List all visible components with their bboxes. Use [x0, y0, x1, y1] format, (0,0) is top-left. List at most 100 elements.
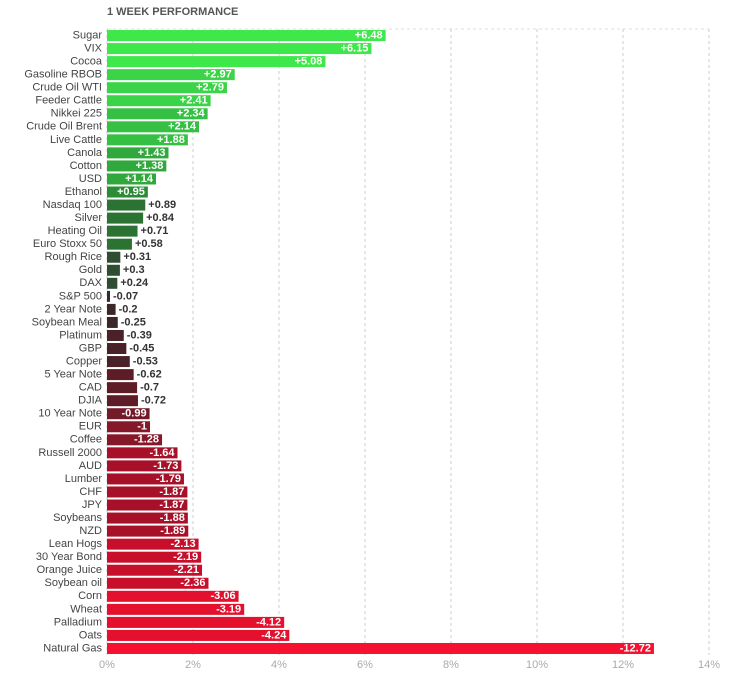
bar: [107, 603, 245, 615]
value-label: -0.53: [133, 355, 158, 367]
bar: [107, 238, 132, 250]
bar: [107, 160, 167, 172]
x-tick-label: 10%: [526, 659, 548, 671]
y-tick-label: VIX: [84, 42, 102, 54]
bar: [107, 434, 163, 446]
value-label: +2.41: [180, 95, 208, 107]
bar: [107, 421, 150, 433]
y-tick-label: Sugar: [73, 29, 103, 41]
value-label: -2.21: [174, 564, 199, 576]
y-tick-label: Feeder Cattle: [35, 95, 102, 107]
value-label: -0.7: [140, 382, 159, 394]
bar: [107, 486, 188, 498]
value-label: -2.19: [173, 551, 198, 563]
value-label: +1.14: [125, 173, 154, 185]
value-label: -1.28: [134, 434, 159, 446]
bar: [107, 343, 127, 355]
y-tick-label: 10 Year Note: [38, 408, 102, 420]
value-label: +0.71: [141, 225, 169, 237]
bar: [107, 499, 188, 511]
value-label: +5.08: [295, 56, 323, 68]
y-tick-label: Soybeans: [53, 512, 102, 524]
bar: [107, 616, 285, 628]
y-tick-label: Corn: [78, 590, 102, 602]
y-tick-label: Heating Oil: [48, 225, 102, 237]
bar: [107, 82, 227, 94]
value-label: -0.62: [137, 369, 162, 381]
y-tick-label: Ethanol: [65, 186, 102, 198]
y-tick-label: Rough Rice: [45, 251, 102, 263]
value-label: +0.3: [123, 264, 145, 276]
bar: [107, 290, 111, 302]
value-label: -2.36: [180, 577, 205, 589]
y-tick-label: NZD: [79, 525, 102, 537]
y-tick-label: Canola: [67, 147, 103, 159]
y-tick-label: Crude Oil WTI: [32, 82, 102, 94]
y-tick-label: Gasoline RBOB: [24, 69, 102, 81]
value-label: +0.89: [148, 199, 176, 211]
y-tick-label: Nikkei 225: [51, 108, 102, 120]
bar: [107, 147, 169, 159]
bar: [107, 173, 157, 185]
bar: [107, 225, 138, 237]
y-tick-label: S&P 500: [59, 290, 102, 302]
y-tick-label: Cocoa: [70, 56, 103, 68]
bar: [107, 30, 386, 42]
bar: [107, 538, 199, 550]
y-tick-label: Platinum: [59, 329, 102, 341]
y-tick-label: Crude Oil Brent: [26, 121, 102, 133]
value-label: -4.24: [261, 629, 287, 641]
y-tick-label: Cotton: [70, 160, 102, 172]
bar: [107, 642, 654, 654]
value-label: +0.95: [117, 186, 145, 198]
y-tick-label: Live Cattle: [50, 134, 102, 146]
y-tick-label: Wheat: [70, 603, 102, 615]
y-tick-label: DJIA: [78, 395, 103, 407]
value-label: -1.73: [153, 460, 178, 472]
bar: [107, 212, 144, 224]
bar: [107, 629, 290, 641]
value-label: +6.15: [341, 42, 369, 54]
y-tick-label: EUR: [79, 421, 102, 433]
value-label: -2.13: [171, 538, 196, 550]
y-tick-label: GBP: [79, 342, 102, 354]
value-label: -3.19: [216, 603, 241, 615]
x-tick-label: 6%: [357, 659, 373, 671]
value-label: +6.48: [355, 29, 383, 41]
value-label: +2.14: [168, 121, 197, 133]
value-label: -0.07: [113, 290, 138, 302]
y-tick-label: Natural Gas: [43, 642, 102, 654]
bar: [107, 473, 184, 485]
y-tick-label: Russell 2000: [38, 447, 102, 459]
y-tick-label: Euro Stoxx 50: [33, 238, 102, 250]
value-label: +2.34: [177, 108, 206, 120]
value-label: -1.87: [159, 486, 184, 498]
value-label: +2.79: [196, 82, 224, 94]
bar: [107, 369, 134, 381]
bar: [107, 56, 326, 68]
bar: [107, 316, 118, 328]
bar: [107, 199, 146, 211]
bar: [107, 382, 138, 394]
bar: [107, 134, 188, 146]
bar: [107, 43, 372, 55]
value-label: -0.39: [127, 329, 152, 341]
value-label: -1.89: [160, 525, 185, 537]
value-label: -1: [137, 421, 147, 433]
value-label: +0.24: [120, 277, 149, 289]
x-tick-label: 4%: [271, 659, 287, 671]
value-label: +0.31: [123, 251, 151, 263]
y-tick-label: Copper: [66, 355, 102, 367]
y-tick-label: CAD: [79, 382, 102, 394]
y-tick-label: 2 Year Note: [45, 303, 103, 315]
bar: [107, 564, 203, 576]
y-tick-label: Nasdaq 100: [43, 199, 102, 211]
bar: [107, 121, 200, 133]
bar: [107, 356, 130, 368]
x-tick-label: 8%: [443, 659, 459, 671]
value-label: -0.99: [121, 408, 146, 420]
y-tick-label: Coffee: [70, 434, 102, 446]
x-tick-label: 12%: [612, 659, 634, 671]
bar: [107, 108, 208, 120]
